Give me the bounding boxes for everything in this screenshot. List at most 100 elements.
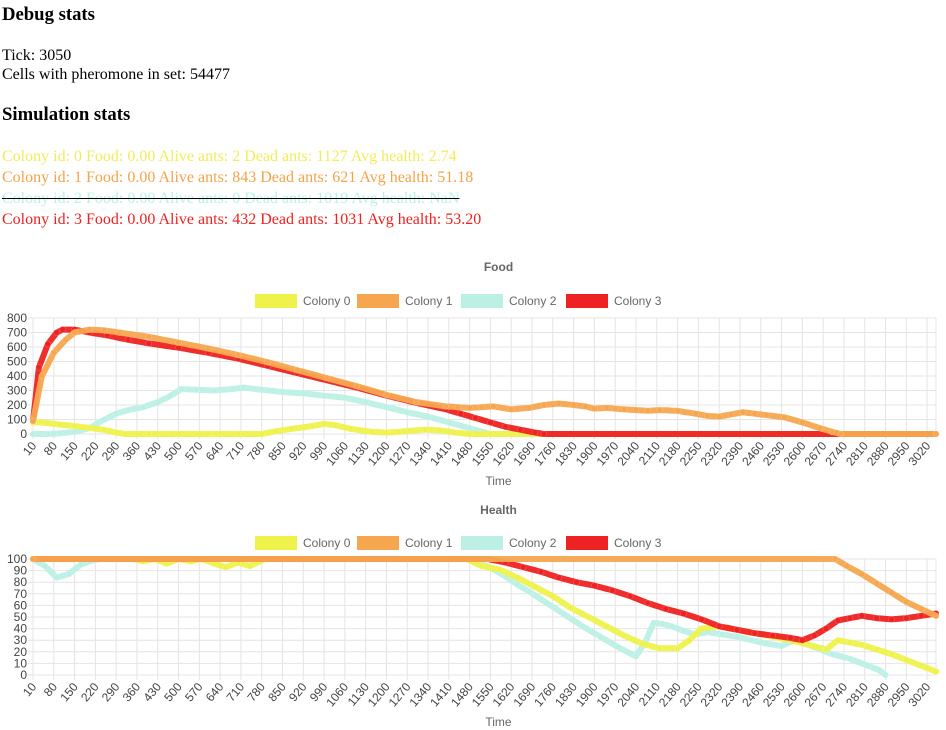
health-data-point[interactable] [222,563,230,571]
health-data-point[interactable] [873,646,880,653]
health-data-point[interactable] [858,612,865,620]
food-data-point[interactable] [35,419,43,426]
food-data-point[interactable] [29,430,37,438]
health-data-point[interactable] [531,583,539,591]
health-data-point[interactable] [620,632,628,639]
food-data-point[interactable] [412,398,420,406]
health-data-point[interactable] [769,632,776,639]
health-data-point[interactable] [543,599,551,607]
food-data-point[interactable] [603,404,610,412]
food-data-point[interactable] [674,407,681,415]
health-data-point[interactable] [65,570,72,578]
health-data-point[interactable] [888,589,895,596]
health-legend-item-2[interactable]: Colony 2 [461,536,557,550]
health-series-line-colony-3[interactable] [30,556,939,644]
food-data-point[interactable] [582,403,589,410]
health-data-point[interactable] [585,613,592,621]
health-data-point[interactable] [888,650,895,658]
health-data-point[interactable] [888,616,895,623]
food-data-point[interactable] [320,420,328,428]
food-data-point[interactable] [193,386,200,394]
food-data-point[interactable] [395,428,402,436]
food-data-point[interactable] [53,329,61,336]
food-data-point[interactable] [71,422,78,430]
health-data-point[interactable] [638,640,646,647]
food-legend-item-0[interactable]: Colony 0 [255,294,351,308]
food-data-point[interactable] [383,391,390,399]
health-data-point[interactable] [29,555,37,563]
health-data-point[interactable] [834,636,842,644]
food-data-point[interactable] [436,427,444,434]
health-data-point[interactable] [656,645,664,652]
food-data-point[interactable] [273,427,280,435]
health-data-point[interactable] [843,562,851,570]
health-data-point[interactable] [903,614,910,622]
health-data-point[interactable] [567,604,574,611]
food-data-point[interactable] [145,333,153,341]
health-data-point[interactable] [549,592,557,600]
food-data-point[interactable] [323,374,331,382]
food-data-point[interactable] [210,387,218,394]
food-data-point[interactable] [145,340,153,347]
food-data-point[interactable] [406,427,414,435]
food-data-point[interactable] [124,406,132,414]
health-data-point[interactable] [864,662,871,669]
food-data-point[interactable] [466,424,473,432]
health-data-point[interactable] [41,562,49,570]
health-data-point[interactable] [733,633,741,640]
food-data-point[interactable] [175,430,182,438]
health-data-point[interactable] [519,563,527,571]
food-data-point[interactable] [570,401,577,409]
food-data-point[interactable] [124,336,132,343]
health-data-point[interactable] [632,653,640,660]
food-data-point[interactable] [44,419,52,427]
food-data-point[interactable] [525,404,533,412]
health-legend-item-0[interactable]: Colony 0 [255,536,351,550]
food-data-point[interactable] [763,411,770,419]
health-data-point[interactable] [846,614,854,622]
food-data-point[interactable] [362,398,369,406]
food-data-point[interactable] [139,403,147,411]
food-data-point[interactable] [383,429,390,436]
health-data-point[interactable] [903,598,910,606]
food-data-point[interactable] [727,411,735,418]
food-data-point[interactable] [751,410,759,417]
health-data-point[interactable] [579,623,586,630]
food-data-point[interactable] [451,429,459,436]
health-series-line-colony-1[interactable] [30,556,939,619]
food-data-point[interactable] [837,430,845,438]
food-data-point[interactable] [115,329,123,336]
food-data-point[interactable] [101,327,108,334]
health-data-point[interactable] [246,562,254,570]
food-data-point[interactable] [715,413,723,420]
health-data-point[interactable] [614,643,622,651]
health-data-point[interactable] [597,633,604,640]
health-data-point[interactable] [828,650,836,658]
food-data-point[interactable] [294,366,301,374]
food-data-point[interactable] [472,414,479,422]
food-data-point[interactable] [487,419,494,426]
food-data-point[interactable] [29,417,37,425]
health-data-point[interactable] [77,561,84,569]
food-data-point[interactable] [166,393,173,400]
health-data-point[interactable] [573,578,580,586]
health-data-point[interactable] [608,587,616,594]
health-data-point[interactable] [751,629,759,637]
health-data-point[interactable] [674,645,681,652]
food-data-point[interactable] [454,403,462,411]
health-data-point[interactable] [822,646,830,653]
food-data-point[interactable] [341,394,349,401]
food-legend-item-3[interactable]: Colony 3 [566,294,662,308]
health-data-point[interactable] [873,580,880,587]
food-series-line-colony-3[interactable] [30,326,939,437]
health-data-point[interactable] [591,582,598,589]
food-data-point[interactable] [487,430,494,438]
health-data-point[interactable] [537,568,545,576]
food-data-point[interactable] [154,398,162,406]
food-data-point[interactable] [531,429,539,436]
health-data-point[interactable] [603,623,610,630]
health-data-point[interactable] [698,616,705,623]
food-data-point[interactable] [502,423,509,430]
food-data-point[interactable] [540,401,548,409]
